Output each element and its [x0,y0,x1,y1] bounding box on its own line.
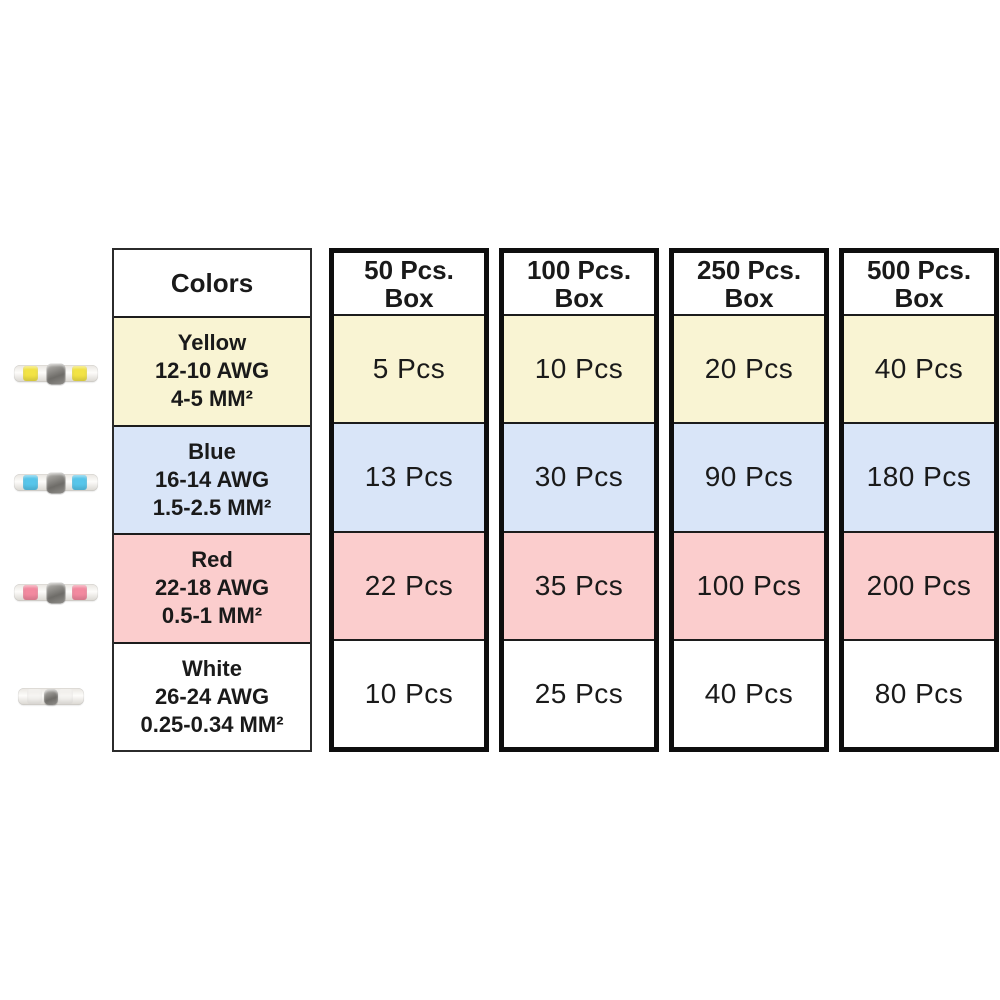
mm2-range: 0.25-0.34 MM² [140,711,284,737]
connector-tube [14,472,98,493]
cell-white-50: 10 Pcs [334,640,484,747]
header-100-pcs-box: 100 Pcs. Box [504,253,654,316]
column-50-pcs-box: 50 Pcs. Box 5 Pcs 13 Pcs 22 Pcs 10 Pcs [329,248,489,752]
cell-yellow-50: 5 Pcs [334,316,484,425]
color-band [72,585,87,600]
awg-range: 12-10 AWG [154,358,270,384]
cell-white-500: 80 Pcs [844,640,994,747]
awg-range: 16-14 AWG [154,466,270,492]
cell-red-500: 200 Pcs [844,532,994,641]
cell-yellow-250: 20 Pcs [674,316,824,425]
awg-range: 22-18 AWG [154,575,270,601]
awg-range: 26-24 AWG [154,683,270,709]
column-100-pcs-box: 100 Pcs. Box 10 Pcs 30 Pcs 35 Pcs 25 Pcs [499,248,659,752]
connector-tube [18,688,84,705]
color-band [23,475,38,490]
color-band [72,475,87,490]
cell-red-50: 22 Pcs [334,532,484,641]
cell-blue-50: 13 Pcs [334,424,484,533]
size-chart-table: Colors Yellow 12-10 AWG 4-5 MM² Blue 16-… [112,248,999,752]
header-line-1: 50 Pcs. [364,254,454,285]
color-band [72,366,87,381]
color-band [23,585,38,600]
connector-tube [14,582,98,603]
solder-ring [44,688,58,705]
header-250-pcs-box: 250 Pcs. Box [674,253,824,316]
color-name: Blue [188,438,236,464]
cell-red-100: 35 Pcs [504,532,654,641]
header-line-2: Box [554,282,604,313]
header-line-2: Box [894,282,944,313]
colors-header: Colors [114,250,310,318]
cell-white-250: 40 Pcs [674,640,824,747]
header-line-1: 100 Pcs. [526,254,632,285]
color-band [23,366,38,381]
row-label-blue: Blue 16-14 AWG 1.5-2.5 MM² [114,426,310,535]
cell-yellow-500: 40 Pcs [844,316,994,425]
colors-column: Colors Yellow 12-10 AWG 4-5 MM² Blue 16-… [112,248,312,752]
header-line-1: 500 Pcs. [866,254,972,285]
blue-connector-icon [14,472,98,493]
cell-red-250: 100 Pcs [674,532,824,641]
color-band [58,689,73,704]
yellow-connector-icon [14,363,98,384]
mm2-range: 4-5 MM² [171,386,253,412]
solder-ring [46,363,66,384]
header-line-2: Box [384,282,434,313]
header-line-2: Box [724,282,774,313]
color-name: Yellow [177,330,247,356]
mm2-range: 1.5-2.5 MM² [152,494,272,520]
white-connector-icon [18,686,84,706]
column-250-pcs-box: 250 Pcs. Box 20 Pcs 90 Pcs 100 Pcs 40 Pc… [669,248,829,752]
cell-blue-100: 30 Pcs [504,424,654,533]
column-500-pcs-box: 500 Pcs. Box 40 Pcs 180 Pcs 200 Pcs 80 P… [839,248,999,752]
solder-ring [46,582,66,603]
mm2-range: 0.5-1 MM² [161,603,263,629]
color-name: Red [191,547,233,573]
solder-ring [46,472,66,493]
header-500-pcs-box: 500 Pcs. Box [844,253,994,316]
color-band [27,689,42,704]
color-name: White [182,655,242,681]
header-50-pcs-box: 50 Pcs. Box [334,253,484,316]
red-connector-icon [14,582,98,603]
header-line-1: 250 Pcs. [696,254,802,285]
cell-white-100: 25 Pcs [504,640,654,747]
row-label-white: White 26-24 AWG 0.25-0.34 MM² [114,643,310,750]
cell-blue-500: 180 Pcs [844,424,994,533]
cell-yellow-100: 10 Pcs [504,316,654,425]
row-label-yellow: Yellow 12-10 AWG 4-5 MM² [114,318,310,427]
connector-tube [14,363,98,384]
row-label-red: Red 22-18 AWG 0.5-1 MM² [114,535,310,644]
cell-blue-250: 90 Pcs [674,424,824,533]
